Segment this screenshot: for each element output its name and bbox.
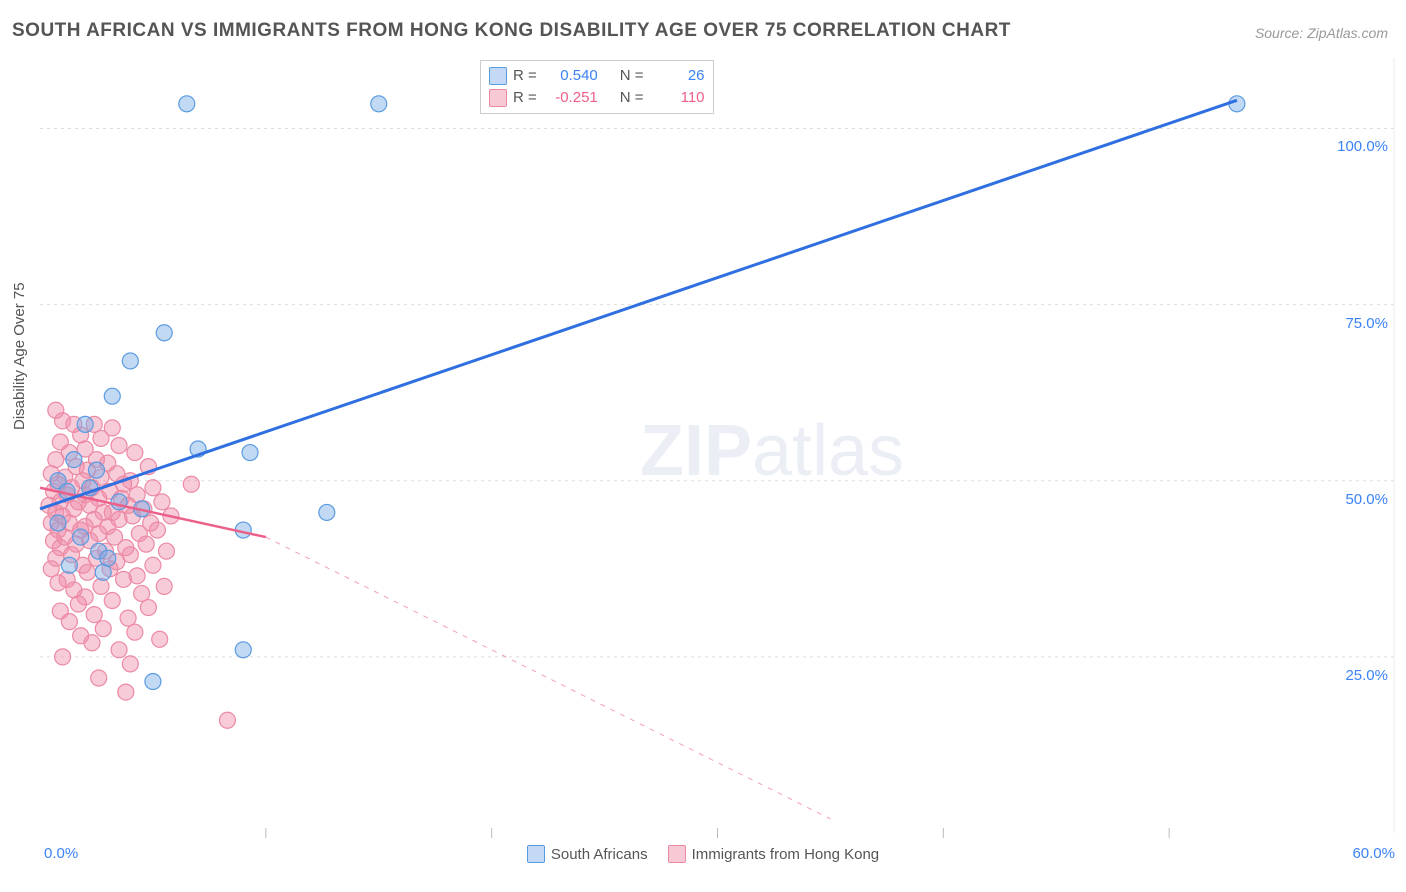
legend-item-1: South Africans [527, 845, 648, 863]
n-value-blue: 26 [650, 65, 705, 87]
r-value-blue: 0.540 [543, 65, 598, 87]
xtick-label: 0.0% [44, 845, 78, 862]
source-label: Source: ZipAtlas.com [1255, 25, 1388, 41]
legend-correlation: R = 0.540 N = 26 R = -0.251 N = 110 [480, 60, 714, 114]
ytick-label: 50.0% [1345, 491, 1388, 508]
legend-swatch-2 [668, 845, 686, 863]
chart-title: SOUTH AFRICAN VS IMMIGRANTS FROM HONG KO… [12, 20, 1011, 42]
legend-row-2: R = -0.251 N = 110 [489, 87, 705, 109]
legend-swatch-1 [527, 845, 545, 863]
legend-series: South Africans Immigrants from Hong Kong [0, 845, 1406, 863]
legend-row-1: R = 0.540 N = 26 [489, 65, 705, 87]
xtick-label: 60.0% [1352, 845, 1395, 862]
r-value-pink: -0.251 [543, 87, 598, 109]
n-value-pink: 110 [650, 87, 705, 109]
y-axis-label: Disability Age Over 75 [11, 282, 28, 430]
ytick-label: 100.0% [1337, 138, 1388, 155]
ytick-label: 75.0% [1345, 315, 1388, 332]
ytick-label: 25.0% [1345, 667, 1388, 684]
legend-swatch-blue [489, 67, 507, 85]
legend-item-2: Immigrants from Hong Kong [668, 845, 880, 863]
legend-swatch-pink [489, 89, 507, 107]
chart-svg [40, 58, 1395, 833]
